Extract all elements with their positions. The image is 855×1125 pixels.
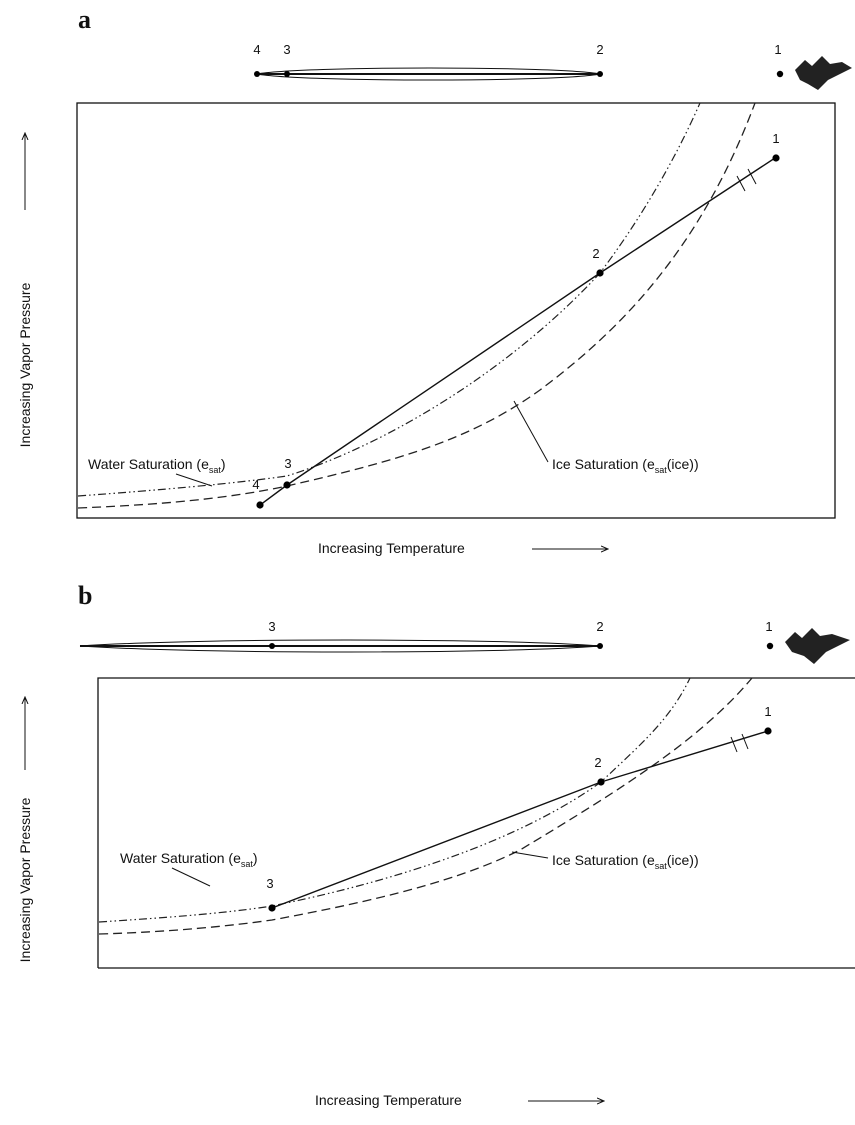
strip-point xyxy=(269,643,275,649)
process-point xyxy=(283,481,291,489)
ice-saturation-curve xyxy=(98,677,753,935)
label-subscript: sat xyxy=(655,861,668,871)
label-part: (ice)) xyxy=(667,456,699,472)
leader-line xyxy=(513,400,549,463)
point-label: 2 xyxy=(594,755,601,770)
strip-point xyxy=(284,71,290,77)
point-label: 3 xyxy=(266,876,273,891)
label-part: Water Saturation (e xyxy=(88,456,209,472)
crystal-icon xyxy=(785,628,850,664)
x-axis-label: Increasing Temperature xyxy=(318,540,465,556)
plot-frame xyxy=(76,102,836,519)
strip-point xyxy=(597,71,603,77)
label-part: Ice Saturation (e xyxy=(552,852,655,868)
label-part: (ice)) xyxy=(667,852,699,868)
point-label: 3 xyxy=(284,456,291,471)
water-saturation-curve xyxy=(77,102,701,497)
label-part: ) xyxy=(253,850,258,866)
y-axis-label: Increasing Vapor Pressure xyxy=(17,797,33,962)
process-line xyxy=(259,157,776,506)
strip-point xyxy=(597,643,603,649)
break-mark xyxy=(730,736,738,753)
panel-a: a 4 3 2 1 4 3 2 1 Water Saturation (esat… xyxy=(17,5,852,556)
label-part: Ice Saturation (e xyxy=(552,456,655,472)
leader-line xyxy=(171,867,211,887)
process-point xyxy=(597,778,605,786)
water-saturation-curve xyxy=(98,677,691,923)
water-label: Water Saturation (esat) xyxy=(120,850,258,869)
break-mark xyxy=(741,733,749,750)
strip-point xyxy=(254,71,260,77)
label-part: Water Saturation (e xyxy=(120,850,241,866)
process-line xyxy=(271,730,769,909)
plot-frame xyxy=(97,677,855,969)
strip-label: 4 xyxy=(253,42,260,57)
y-axis-label: Increasing Vapor Pressure xyxy=(17,282,33,447)
label-subscript: sat xyxy=(241,859,254,869)
ice-label: Ice Saturation (esat(ice)) xyxy=(552,456,699,475)
strip-label: 3 xyxy=(268,619,275,634)
process-point xyxy=(256,501,264,509)
label-subscript: sat xyxy=(655,465,668,475)
x-axis-label: Increasing Temperature xyxy=(315,1092,462,1108)
panel-label: a xyxy=(78,5,91,34)
strip-label: 1 xyxy=(774,42,781,57)
point-label: 1 xyxy=(772,131,779,146)
strip-label: 1 xyxy=(765,619,772,634)
process-point xyxy=(764,727,772,735)
process-point xyxy=(596,269,604,277)
point-label: 2 xyxy=(592,246,599,261)
ice-saturation-curve xyxy=(77,102,756,509)
strip-point xyxy=(766,642,774,650)
point-label: 1 xyxy=(764,704,771,719)
process-point xyxy=(772,154,780,162)
ice-label: Ice Saturation (esat(ice)) xyxy=(552,852,699,871)
label-part: ) xyxy=(221,456,226,472)
label-subscript: sat xyxy=(209,465,222,475)
panel-label: b xyxy=(78,581,92,610)
strip-label: 2 xyxy=(596,619,603,634)
leader-line xyxy=(511,851,549,859)
strip-point xyxy=(776,70,784,78)
water-label: Water Saturation (esat) xyxy=(88,456,226,475)
strip-label: 2 xyxy=(596,42,603,57)
process-point xyxy=(268,904,276,912)
break-mark xyxy=(747,168,757,185)
leader-line xyxy=(175,473,213,487)
crystal-icon xyxy=(795,56,852,90)
panel-b: b 3 2 1 3 2 1 Water Saturation (esat) Ic… xyxy=(17,581,855,1108)
break-mark xyxy=(736,175,746,192)
point-label: 4 xyxy=(252,477,259,492)
strip-label: 3 xyxy=(283,42,290,57)
